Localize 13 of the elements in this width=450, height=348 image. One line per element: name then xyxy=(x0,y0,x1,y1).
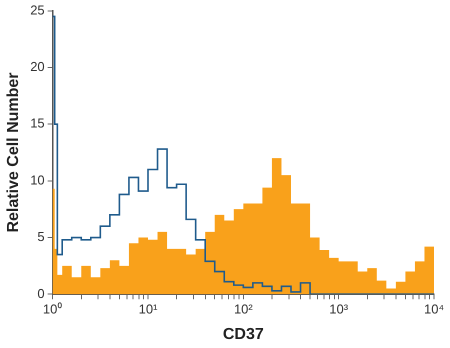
x-tick-label: 10⁰ xyxy=(42,302,62,317)
x-tick-label: 10² xyxy=(234,302,254,317)
x-tick-label: 10³ xyxy=(329,302,349,317)
y-tick-label: 25 xyxy=(30,2,45,18)
y-tick-label: 10 xyxy=(30,172,45,188)
x-axis-title: CD37 xyxy=(222,326,264,343)
y-tick-label: 20 xyxy=(30,59,45,74)
x-tick-label: 10⁴ xyxy=(424,302,444,317)
x-tick-label: 10¹ xyxy=(138,302,158,317)
y-tick-label: 0 xyxy=(37,286,45,301)
y-tick-label: 15 xyxy=(30,116,45,131)
y-tick-label: 5 xyxy=(37,229,45,244)
y-axis-title: Relative Cell Number xyxy=(5,72,22,233)
